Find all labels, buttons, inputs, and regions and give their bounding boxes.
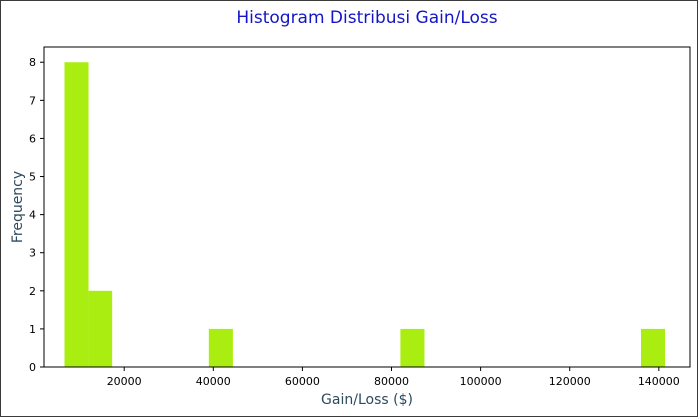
x-tick-label: 20000 — [107, 375, 142, 388]
y-tick-label: 1 — [29, 323, 36, 336]
histogram-bar-0 — [64, 62, 89, 368]
histogram-bar-3 — [400, 328, 425, 367]
x-tick-label: 80000 — [374, 375, 409, 388]
y-tick-label: 3 — [29, 247, 36, 260]
y-tick-label: 2 — [29, 285, 36, 298]
y-tick-label: 6 — [29, 132, 36, 145]
histogram-bar-4 — [640, 328, 666, 367]
histogram-bar-2 — [208, 328, 233, 367]
x-tick-label: 100000 — [460, 375, 502, 388]
x-tick-label: 60000 — [285, 375, 320, 388]
histogram-bar-1 — [88, 290, 113, 367]
x-tick-label: 120000 — [549, 375, 591, 388]
y-tick-label: 7 — [29, 94, 36, 107]
y-tick-label: 5 — [29, 171, 36, 184]
x-tick-label: 40000 — [196, 375, 231, 388]
y-tick-label: 0 — [29, 361, 36, 374]
x-tick-label: 140000 — [638, 375, 680, 388]
plot-area-border — [43, 46, 691, 368]
y-tick-label: 8 — [29, 56, 36, 69]
x-axis-label: Gain/Loss ($) — [321, 392, 413, 408]
y-axis-label: Frequency — [10, 171, 26, 243]
chart-title: Histogram Distribusi Gain/Loss — [236, 8, 497, 28]
y-tick-label: 4 — [29, 209, 36, 222]
